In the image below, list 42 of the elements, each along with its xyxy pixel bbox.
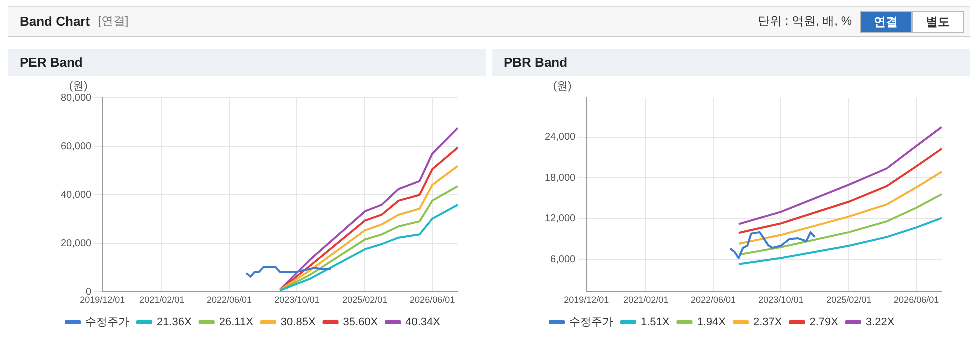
x-tick-label: 2021/02/01 [624, 295, 669, 306]
y-tick-label: 18,000 [544, 172, 576, 184]
text: 단위 : 억원, 배, % [758, 13, 852, 30]
x-tick-label: 2019/12/01 [564, 295, 610, 306]
x-tick-label: 2026/06/01 [410, 295, 456, 306]
legend-label: 수정주가 [570, 316, 614, 329]
text: 별도 [912, 10, 964, 32]
x-tick-label: 2021/02/01 [140, 295, 185, 306]
y-tick-label: 24,000 [544, 132, 576, 144]
legend-label: 수정주가 [86, 316, 130, 329]
legend-label: 40.34X [406, 316, 442, 329]
y-axis-title: (원) [69, 80, 88, 93]
x-tick-label: 2025/02/01 [342, 295, 388, 306]
legend-label: 3.22X [866, 316, 896, 329]
text: [연결] [98, 13, 129, 30]
x-tick-label: 2023/10/01 [274, 295, 320, 306]
y-tick-label: 40,000 [60, 190, 92, 201]
legend-label: 35.60X [343, 316, 379, 329]
y-tick-label: 0 [86, 286, 92, 298]
y-tick-label: 12,000 [544, 214, 576, 225]
legend-label: 2.37X [753, 316, 783, 329]
text: Band Chart [20, 14, 90, 29]
legend-label: 21.36X [157, 316, 193, 329]
y-axis-title: (원) [553, 80, 572, 93]
x-tick-label: 2023/10/01 [758, 295, 804, 306]
x-tick-label: 2022/06/01 [690, 295, 736, 306]
chart-title: PBR Band [492, 49, 970, 76]
x-tick-label: 2019/12/01 [80, 295, 126, 306]
x-tick-label: 2022/06/01 [206, 295, 252, 306]
y-tick-label: 80,000 [60, 92, 92, 104]
text: 연결 [860, 10, 912, 32]
chart-title: PER Band [8, 49, 486, 76]
y-tick-label: 6,000 [550, 254, 576, 266]
legend-label: 1.51X [641, 316, 670, 329]
x-tick-label: 2026/06/01 [894, 295, 940, 306]
y-tick-label: 20,000 [60, 238, 92, 250]
legend-label: 2.79X [810, 316, 840, 329]
legend-label: 30.85X [280, 316, 316, 329]
x-tick-label: 2025/02/01 [826, 295, 872, 306]
y-tick-label: 60,000 [60, 141, 92, 152]
legend-label: 1.94X [697, 316, 727, 329]
legend-label: 26.11X [219, 316, 254, 329]
